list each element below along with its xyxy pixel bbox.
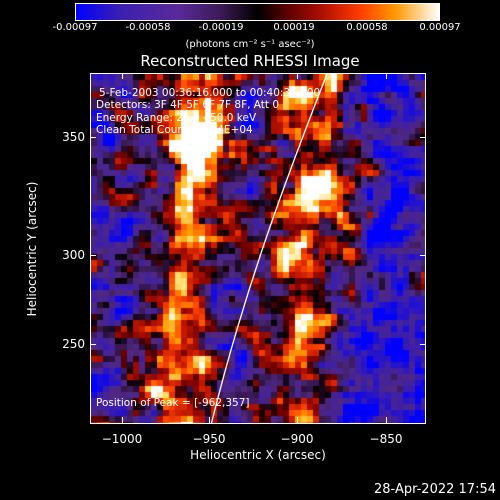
x-tick-mark <box>209 417 210 423</box>
info-peak: Position of Peak = [-962,357] <box>96 397 250 409</box>
timestamp: 28-Apr-2022 17:54 <box>374 482 496 497</box>
colorbar-tick: -0.00019 <box>198 22 244 33</box>
solar-limb-line <box>210 74 328 423</box>
x-tick-mark <box>386 417 387 423</box>
colorbar-tick: 0.00097 <box>419 22 461 33</box>
info-detectors: Detectors: 3F 4F 5F 6F 7F 8F, Att 0 <box>96 99 280 111</box>
x-tick-mark <box>122 73 123 79</box>
limb-overlay <box>210 74 328 423</box>
x-tick-label: −1000 <box>101 432 143 446</box>
x-tick-label: −950 <box>192 432 226 446</box>
info-energy: Energy Range: 25.0 - 50.0 keV <box>96 112 257 124</box>
colorbar-tick: 0.00058 <box>346 22 388 33</box>
x-tick-mark <box>297 73 298 79</box>
x-tick-mark <box>386 73 387 79</box>
colorbar-tick: -0.00097 <box>52 22 98 33</box>
info-clean: Clean Total Counts: 1.84E+04 <box>96 124 253 136</box>
info-time: 5-Feb-2003 00:36:16.000 to 00:40:36.000 <box>99 87 321 99</box>
colorbar-units: (photons cm⁻² s⁻¹ asec⁻²) <box>185 39 315 50</box>
colorbar-tick: 0.00019 <box>273 22 315 33</box>
y-tick-mark <box>90 344 96 345</box>
x-tick-mark <box>297 417 298 423</box>
colorbar <box>75 3 440 21</box>
y-tick-label: 350 <box>62 130 85 144</box>
y-tick-mark <box>420 344 426 345</box>
y-tick-mark <box>420 137 426 138</box>
x-axis-label: Heliocentric X (arcsec) <box>190 448 326 462</box>
x-tick-mark <box>122 417 123 423</box>
plot-title: Reconstructed RHESSI Image <box>140 52 360 70</box>
y-tick-mark <box>90 255 96 256</box>
y-tick-label: 300 <box>62 248 85 262</box>
x-tick-label: −900 <box>280 432 314 446</box>
x-tick-mark <box>209 73 210 79</box>
y-axis-label: Heliocentric Y (arcsec) <box>25 181 39 317</box>
y-tick-label: 250 <box>62 337 85 351</box>
y-tick-mark <box>420 255 426 256</box>
image-frame: 5-Feb-2003 00:36:16.000 to 00:40:36.000 … <box>90 73 426 424</box>
colorbar-tick: -0.00058 <box>125 22 171 33</box>
y-tick-mark <box>90 137 96 138</box>
x-tick-label: −850 <box>369 432 403 446</box>
rhessi-image <box>91 74 425 423</box>
